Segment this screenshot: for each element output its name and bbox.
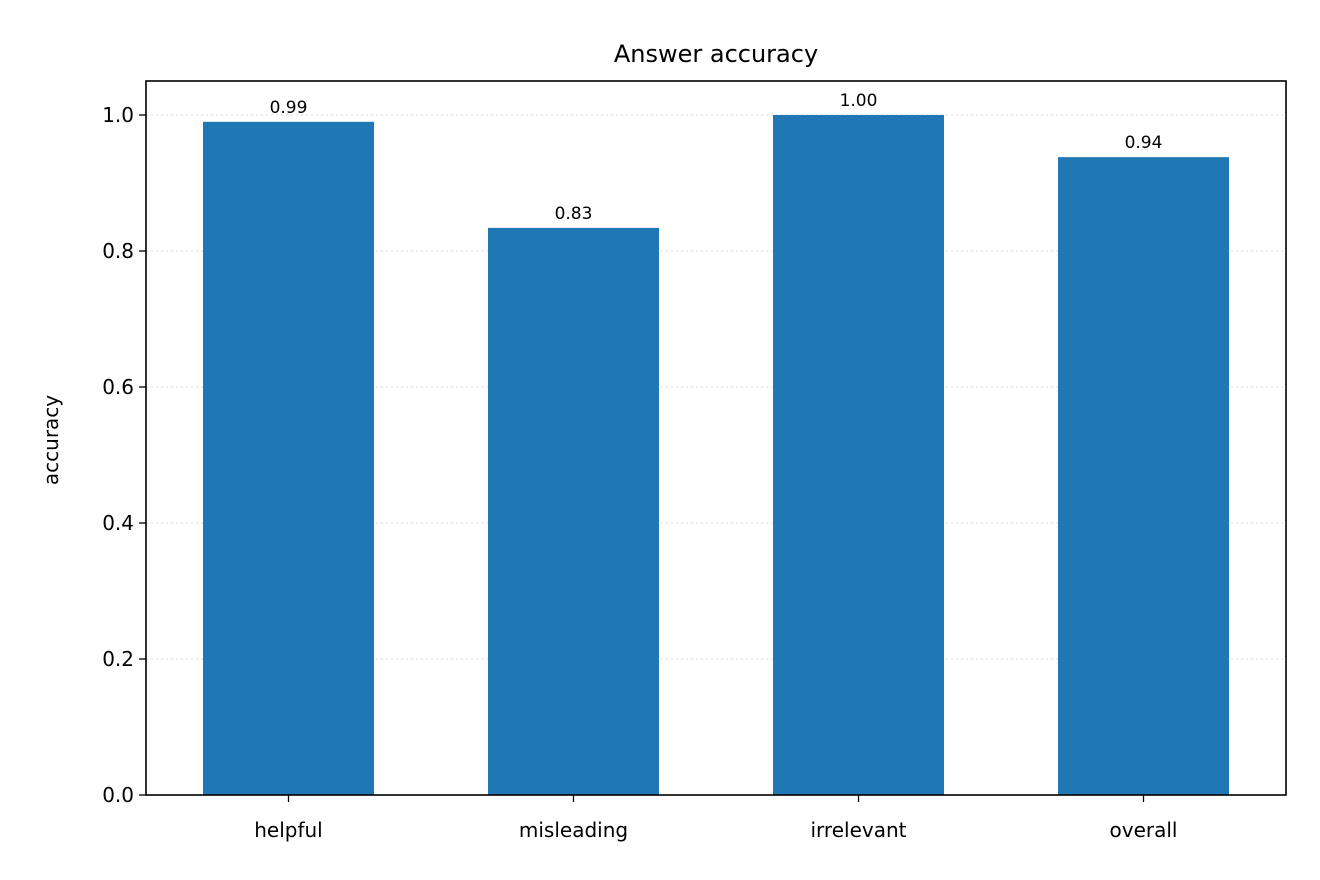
x-tick-label: misleading	[519, 818, 628, 842]
bar-value-label: 0.83	[555, 204, 593, 224]
y-tick-label: 0.6	[102, 375, 134, 399]
chart-title: Answer accuracy	[614, 40, 818, 68]
bar-value-label: 0.99	[270, 98, 308, 118]
plot-frame	[145, 80, 1287, 796]
bar-irrelevant	[773, 115, 944, 795]
bar-value-label: 0.94	[1125, 133, 1163, 153]
bar-value-labels: 0.99 0.83 1.00 0.94	[270, 91, 1163, 224]
y-axis-label: accuracy	[39, 395, 63, 485]
bar-helpful	[203, 121, 374, 796]
y-tick-label: 0.8	[102, 239, 134, 263]
bar-value-label: 1.00	[840, 91, 878, 111]
y-tick-label: 0.4	[102, 511, 134, 535]
x-tick-label: irrelevant	[811, 818, 907, 842]
bars	[203, 115, 1229, 796]
y-tick-label: 0.0	[102, 783, 134, 807]
x-tick-label: overall	[1110, 818, 1178, 842]
y-tick-label: 0.2	[102, 647, 134, 671]
y-tick-label: 1.0	[102, 103, 134, 127]
bar-overall	[1058, 157, 1229, 795]
axes: 0.0 0.2 0.4 0.6 0.8 1.0 helpful misleading irrel…	[102, 103, 1177, 842]
bar-misleading	[488, 227, 659, 795]
x-tick-label: helpful	[254, 818, 323, 842]
